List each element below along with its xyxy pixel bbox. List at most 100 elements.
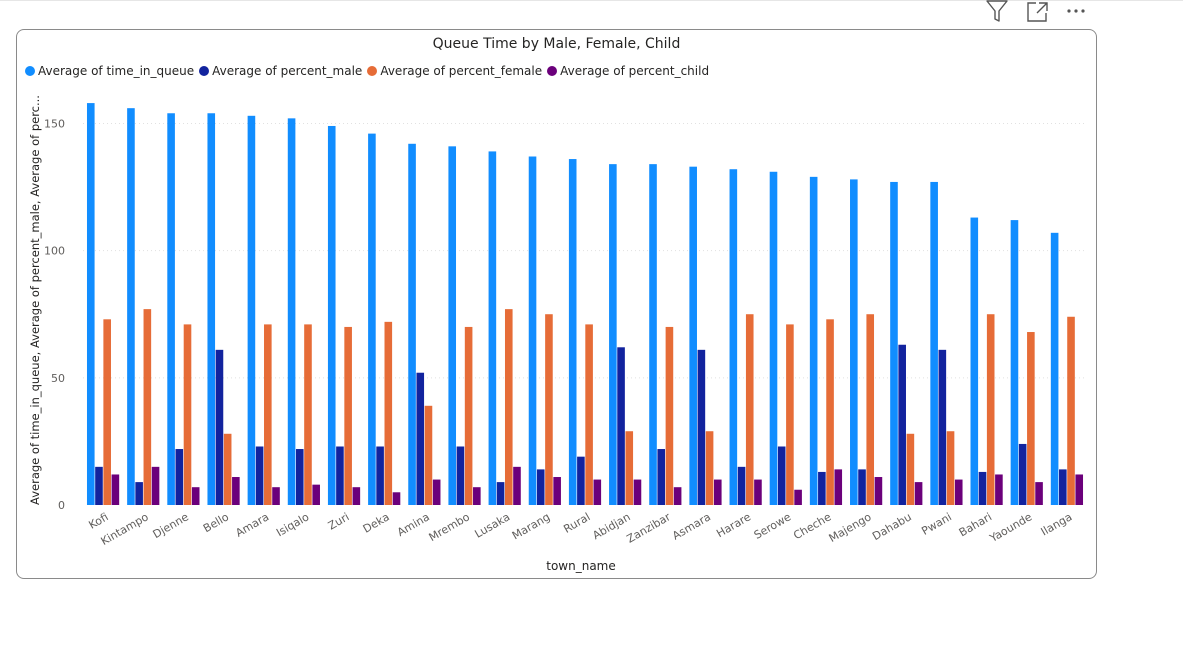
bar[interactable]	[673, 487, 682, 505]
bar[interactable]	[384, 321, 393, 505]
bar[interactable]	[504, 309, 513, 505]
bar[interactable]	[1075, 474, 1084, 505]
bar[interactable]	[729, 169, 738, 505]
bar[interactable]	[850, 179, 858, 505]
legend-item-time-in-queue[interactable]: Average of time_in_queue	[25, 64, 194, 78]
bar[interactable]	[287, 118, 296, 505]
bar[interactable]	[713, 479, 722, 505]
chart-visual[interactable]: Queue Time by Male, Female, Child Averag…	[16, 29, 1097, 579]
bar[interactable]	[1035, 482, 1043, 505]
bar[interactable]	[553, 477, 561, 505]
bar[interactable]	[392, 492, 401, 505]
bar[interactable]	[416, 372, 425, 505]
bar[interactable]	[1059, 469, 1067, 505]
focus-mode-button[interactable]	[1024, 0, 1052, 26]
bar[interactable]	[295, 449, 304, 505]
bar[interactable]	[327, 125, 336, 505]
bar[interactable]	[352, 487, 361, 505]
more-options-button[interactable]	[1064, 0, 1092, 26]
bar[interactable]	[95, 466, 103, 505]
bar[interactable]	[970, 217, 979, 505]
bar[interactable]	[151, 466, 160, 505]
bar[interactable]	[488, 151, 497, 505]
bar[interactable]	[464, 326, 473, 505]
bar[interactable]	[737, 466, 746, 505]
bar[interactable]	[167, 113, 175, 505]
bar[interactable]	[344, 326, 352, 505]
bar[interactable]	[745, 314, 754, 505]
bar[interactable]	[866, 314, 875, 505]
bar[interactable]	[585, 324, 593, 505]
bar[interactable]	[528, 156, 537, 505]
bar[interactable]	[826, 319, 834, 505]
legend-item-percent-male[interactable]: Average of percent_male	[199, 64, 362, 78]
bar[interactable]	[754, 479, 762, 505]
bar[interactable]	[769, 171, 778, 506]
bar[interactable]	[649, 164, 657, 505]
bar[interactable]	[424, 405, 433, 505]
bar[interactable]	[264, 324, 272, 505]
bar[interactable]	[496, 482, 505, 505]
bar[interactable]	[408, 143, 416, 505]
legend-item-percent-child[interactable]: Average of percent_child	[547, 64, 709, 78]
bar[interactable]	[135, 482, 143, 505]
bar[interactable]	[657, 449, 666, 505]
bar[interactable]	[111, 474, 120, 505]
bar[interactable]	[232, 477, 240, 505]
bar[interactable]	[223, 433, 232, 505]
bar[interactable]	[705, 431, 714, 505]
bar[interactable]	[609, 164, 617, 505]
bar[interactable]	[1018, 443, 1027, 505]
bar[interactable]	[1067, 316, 1075, 505]
bar[interactable]	[536, 469, 545, 505]
bar[interactable]	[255, 446, 264, 505]
bar[interactable]	[978, 471, 987, 505]
bar[interactable]	[577, 456, 585, 505]
bar[interactable]	[890, 181, 898, 505]
bar[interactable]	[809, 176, 818, 505]
bar[interactable]	[368, 133, 376, 506]
bar[interactable]	[86, 103, 95, 506]
bar[interactable]	[786, 324, 794, 505]
filter-button[interactable]	[983, 0, 1011, 26]
bar[interactable]	[376, 446, 384, 505]
bar[interactable]	[456, 446, 465, 505]
bar[interactable]	[473, 487, 481, 505]
bar[interactable]	[914, 482, 923, 505]
bar[interactable]	[1010, 220, 1019, 505]
bar[interactable]	[818, 471, 826, 505]
bar[interactable]	[1050, 232, 1059, 505]
bar[interactable]	[1027, 332, 1035, 505]
bar[interactable]	[946, 431, 955, 505]
bar[interactable]	[247, 115, 256, 506]
bar[interactable]	[143, 309, 152, 505]
bar[interactable]	[777, 446, 786, 505]
bar[interactable]	[625, 431, 634, 505]
bar[interactable]	[930, 181, 938, 505]
bar[interactable]	[207, 113, 216, 505]
bar[interactable]	[617, 347, 625, 505]
bar[interactable]	[986, 314, 995, 505]
bar[interactable]	[304, 324, 312, 505]
bar[interactable]	[215, 349, 224, 505]
bar[interactable]	[513, 466, 521, 505]
bar[interactable]	[633, 479, 642, 505]
bar[interactable]	[183, 324, 192, 505]
bar[interactable]	[127, 108, 135, 506]
bar[interactable]	[336, 446, 344, 505]
bar[interactable]	[995, 474, 1003, 505]
bar[interactable]	[568, 159, 577, 506]
bar[interactable]	[898, 344, 906, 505]
bar[interactable]	[272, 487, 280, 505]
bar[interactable]	[175, 449, 184, 505]
bar[interactable]	[954, 479, 963, 505]
bar[interactable]	[312, 484, 320, 505]
bar[interactable]	[191, 487, 200, 505]
bar[interactable]	[697, 349, 706, 505]
bar[interactable]	[858, 469, 866, 505]
bar[interactable]	[545, 314, 553, 505]
bar[interactable]	[906, 433, 915, 505]
bar[interactable]	[794, 489, 802, 505]
bar[interactable]	[432, 479, 441, 505]
bar[interactable]	[689, 166, 697, 505]
